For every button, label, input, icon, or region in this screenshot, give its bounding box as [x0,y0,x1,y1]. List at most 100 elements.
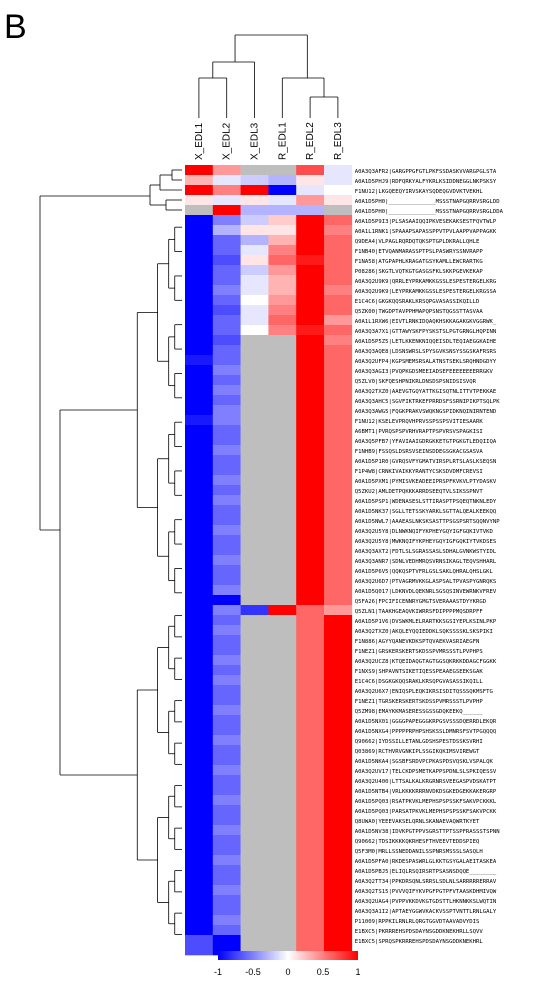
heatmap-cell [324,565,353,576]
heatmap-cell [185,815,214,826]
heatmap-cell [212,245,241,256]
heatmap-cell [240,175,269,186]
heatmap-cell [212,845,241,856]
row-label: A0A1D5PSP1|WDENASESLSTTIRASPTPSQEQTNKNLE… [355,499,497,505]
heatmap-cell [296,655,325,666]
heatmap-cell [324,585,353,596]
heatmap-cell [296,215,325,226]
heatmap-cell [324,625,353,636]
row-label: A0A1D5Q017|LDKNVDLQEKNRLSGSQSINVEWRNKVFR… [355,589,497,595]
heatmap-cell [324,725,353,736]
heatmap-cell [268,665,297,676]
heatmap-cell [212,685,241,696]
heatmap-cell [240,655,269,666]
heatmap-cell [212,815,241,826]
heatmap-cell [296,245,325,256]
row-label: A0A3Q3AWG5|FQGKPRAKVSWQKNGSPIDKNQINIRNTE… [355,409,497,415]
heatmap-cell [324,875,353,886]
heatmap-cell [240,815,269,826]
heatmap-cell [212,835,241,846]
row-label: A0A1D5NV38|IDVKPGTPPVSGRSTTPTSSPFRASSSTS… [355,829,500,835]
row-dendrogram [39,169,182,935]
heatmap-cell [268,265,297,276]
heatmap-cell [296,495,325,506]
heatmap-cell [185,895,214,906]
heatmap-cell [296,335,325,346]
heatmap-cell [185,605,214,616]
row-label: A0A1D5NK37|SGLLTETSSKYARKLSGTTALQEALKEEK… [355,509,497,515]
row-label: A0A1D5P1V6|DVSWKMLELRARTKKSGSIYEPLKSINLP… [355,619,497,625]
heatmap-cell [185,545,214,556]
heatmap-cell [268,165,297,176]
heatmap-cell [268,505,297,516]
heatmap-cell [268,385,297,396]
colorbar-tick-label: 0 [285,967,290,977]
heatmap-cell [324,365,353,376]
row-label: F1NEZ1|TGRSKERSKERTSKDSSPVMRSSSTLPVPHP [355,699,484,705]
heatmap-cell [240,215,269,226]
heatmap-cell [324,745,353,756]
heatmap-cell [185,885,214,896]
column-labels: X_EDL1 X_EDL2 X_EDL3 R_EDL1 R_EDL2 R_EDL3 [194,122,344,160]
heatmap-cell [212,475,241,486]
column-label: R_EDL3 [333,122,344,160]
heatmap-cell [240,235,269,246]
row-label: A0A3Q2TXZ0|AKQLEYQQIEDDKLSQKSSSSKLSKSPIK… [355,629,493,635]
heatmap-cell [212,865,241,876]
heatmap-cell [296,785,325,796]
heatmap-cell [324,775,353,786]
heatmap-cell [212,305,241,316]
heatmap-cell [296,725,325,736]
row-label: A0A3Q2TS15|PVVVQIFYKVPGFPGTPFVTAASKDHMIV… [355,889,497,895]
heatmap-cell [268,195,297,206]
heatmap-cell [296,225,325,236]
row-label: Q5ZKU2|AMLDETPQKKKARRDSEEQTVLSIKSSPNVT [355,489,484,495]
heatmap-cell [296,895,325,906]
heatmap-cell [268,275,297,286]
heatmap-cell [296,205,325,216]
heatmap-cell [296,405,325,416]
heatmap-cell [212,905,241,916]
heatmap-cell [240,545,269,556]
heatmap-cell [240,315,269,326]
heatmap-cell [324,295,353,306]
heatmap-cell [324,945,353,956]
heatmap-cell [268,695,297,706]
heatmap-cell [212,445,241,456]
heatmap-cell [268,935,297,946]
heatmap-cell [268,795,297,806]
heatmap-cell [324,245,353,256]
heatmap-cell [296,685,325,696]
heatmap-cell [296,815,325,826]
row-label: A0A3Q3AQE8|LDSNSWRSLSPYSGVKSNSYSSGSKAFRS… [355,349,496,355]
heatmap-cell [296,885,325,896]
heatmap-cell [212,495,241,506]
heatmap-cell [268,445,297,456]
heatmap-cell [324,185,353,196]
heatmap-cell [324,235,353,246]
row-label: A0A1D5PHJ9|RDFQRKYALFYKRLKSIDDNEGGLNKPSK… [355,179,497,185]
heatmap-cell [185,685,214,696]
column-label: X_EDL1 [194,122,205,160]
heatmap-cell [324,395,353,406]
heatmap-cell [185,585,214,596]
row-label: A0A3Q3AXT2|FDTLSLSGRASSASLSDHALGVNKWSTYI… [355,549,497,555]
row-label: Q5F3M0|MRLLSSNEDDANILSSPNRSMSSSLSASQLH [355,849,483,855]
heatmap-cell [268,315,297,326]
heatmap-cell [296,735,325,746]
heatmap-cell [268,595,297,606]
heatmap-cell [240,835,269,846]
heatmap-cell [296,485,325,496]
row-label: Q8UWA0|YEEEVAKSELQRNLSKANAEVAQWRTKYET [355,819,480,825]
heatmap-cell [296,465,325,476]
heatmap-cell [185,175,214,186]
heatmap-cell [324,605,353,616]
heatmap-cell [212,195,241,206]
heatmap-cell [240,775,269,786]
heatmap-cell [185,845,214,856]
row-label: Q5ZLN1|TAAKHGEAQVKIWRRSFDIPPPPMQSDRPFF [355,609,484,615]
row-label: A0A3Q2TT34|PPKDRSQNLSRRSLSDLNLSARRRRRERR… [355,879,497,885]
heatmap-cell [324,515,353,526]
heatmap-cell [268,725,297,736]
heatmap-cell [240,455,269,466]
